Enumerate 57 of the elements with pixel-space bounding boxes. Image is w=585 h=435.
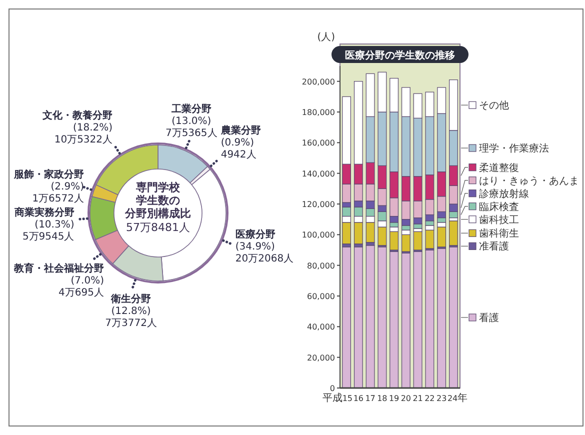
legend-label: 歯科衛生: [479, 228, 519, 240]
slice-label: 農業分野: [220, 124, 261, 136]
y-tick-label: 40,000: [307, 322, 335, 332]
y-tick-label: 0: [330, 384, 335, 393]
y-axis-title: (人): [317, 32, 336, 43]
legend-label: 准看護: [479, 240, 509, 253]
slice-label: 文化・教養分野: [42, 109, 113, 122]
y-tick-label: 20,000: [307, 353, 335, 362]
x-tick-label: 18: [377, 394, 388, 403]
bar: [354, 246, 363, 388]
y-tick-label: 200,000: [302, 77, 335, 86]
y-tick-label: 160,000: [302, 138, 335, 148]
y-tick-label: 140,000: [302, 169, 335, 178]
x-tick-label: 23: [436, 394, 447, 403]
chart-title: 医療分野の学生数の推移: [345, 50, 455, 62]
legend-label: 臨床検査: [479, 200, 519, 213]
data-label: (12.8%) 7万3772人: [105, 306, 157, 330]
y-tick-label: 100,000: [302, 230, 335, 240]
slice-label: 商業実務分野: [13, 206, 74, 218]
data-label: (0.9%) 4942人: [220, 137, 256, 160]
data-label: (7.0%) 4万695人: [58, 276, 104, 299]
text: 専門学校学生数の分野別構成比: [124, 181, 191, 220]
x-tick-label: 20: [400, 394, 412, 403]
legend-label: 柔道整復: [479, 162, 519, 174]
y-tick-label: 180,000: [302, 108, 335, 117]
legend-label: 理学・作業療法: [479, 142, 549, 155]
data-label: (34.9%) 20万2068人: [235, 242, 294, 265]
legend-label: 診療放射線: [479, 188, 529, 200]
x-tick-label: 平成15: [322, 392, 353, 404]
bar: [449, 220, 458, 246]
data-label: (13.0%) 7万5365人: [165, 116, 218, 139]
data-label: (2.9%) 1万6572人: [32, 181, 84, 204]
x-tick-label: 17: [365, 394, 376, 403]
legend-label: その他: [479, 100, 509, 112]
x-tick-label: 19: [388, 394, 400, 403]
bar: [378, 246, 387, 388]
x-tick-label: 21: [412, 394, 423, 403]
data-label: (18.2%) 10万5322人: [54, 122, 113, 146]
bar: [449, 246, 458, 388]
x-tick-label: 24年: [447, 392, 468, 404]
legend-label: 歯科技工: [479, 214, 519, 226]
slice-label: 教育・社会福祉分野: [13, 262, 104, 275]
legend-label: 看護: [479, 312, 499, 324]
slice-label: 服飾・家政分野: [13, 168, 84, 180]
x-tick-label: 22: [424, 394, 435, 403]
bar: [342, 246, 351, 388]
text: 57万8481人: [126, 221, 190, 234]
data-label: (10.3%) 5万9545人: [22, 219, 74, 242]
slice-label: 工業分野: [170, 102, 212, 115]
bar: [366, 245, 375, 388]
y-tick-label: 120,000: [302, 200, 335, 209]
y-tick-label: 60,000: [307, 292, 335, 301]
y-tick-label: 80,000: [307, 261, 335, 270]
slice-label: 衛生分野: [110, 293, 152, 306]
slice-label: 医療分野: [235, 228, 276, 241]
legend-label: はり・きゅう・あんま: [479, 176, 579, 187]
x-tick-label: 16: [353, 394, 364, 403]
